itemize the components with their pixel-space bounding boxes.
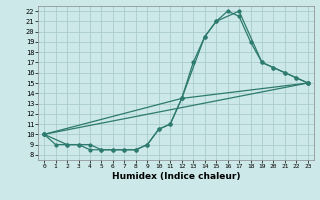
X-axis label: Humidex (Indice chaleur): Humidex (Indice chaleur) <box>112 172 240 181</box>
